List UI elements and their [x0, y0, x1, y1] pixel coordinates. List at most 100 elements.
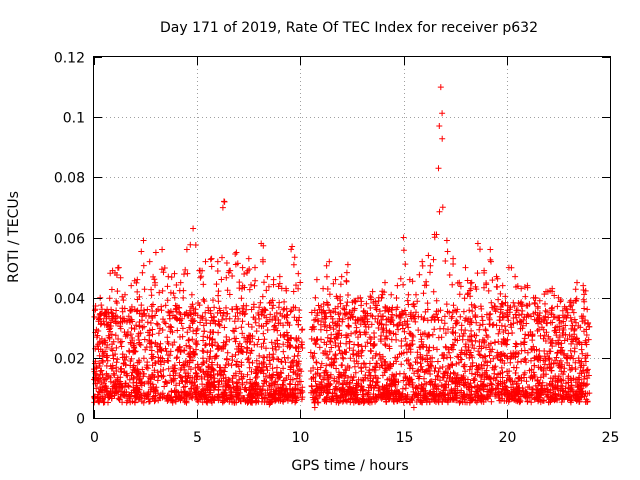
data-point — [241, 271, 248, 277]
data-point — [165, 340, 172, 347]
data-point — [313, 359, 320, 366]
data-point — [113, 344, 120, 351]
data-point — [328, 344, 335, 351]
data-point — [314, 382, 320, 389]
data-point — [187, 385, 194, 392]
data-point — [103, 370, 110, 377]
data-point — [293, 317, 300, 324]
data-point — [409, 365, 416, 372]
data-point — [343, 311, 350, 317]
data-point — [245, 255, 252, 262]
data-point — [581, 373, 588, 380]
data-point — [134, 288, 141, 295]
data-point — [448, 315, 455, 322]
data-point — [480, 381, 486, 388]
data-point — [410, 388, 417, 395]
data-point — [256, 304, 263, 311]
data-point — [218, 276, 225, 283]
data-point — [167, 323, 174, 330]
data-point — [128, 325, 135, 331]
data-point — [365, 387, 372, 394]
data-point — [335, 380, 342, 386]
data-point — [95, 388, 102, 395]
data-point — [161, 383, 168, 390]
data-point — [429, 358, 435, 365]
data-point — [436, 123, 443, 129]
data-point — [121, 368, 128, 375]
data-point — [312, 294, 319, 301]
data-point — [516, 396, 523, 403]
data-point — [378, 317, 385, 323]
data-point — [135, 369, 142, 376]
data-point — [196, 302, 203, 309]
data-point — [417, 360, 424, 367]
data-point — [223, 260, 230, 266]
data-point — [113, 364, 120, 371]
data-point — [95, 377, 102, 384]
data-point — [349, 377, 356, 384]
data-point — [151, 374, 158, 381]
data-point — [363, 300, 370, 307]
data-point — [472, 371, 479, 378]
data-point — [444, 308, 451, 315]
data-point — [215, 292, 222, 299]
data-point — [201, 298, 208, 305]
data-point — [534, 377, 541, 383]
data-point — [234, 379, 241, 386]
data-point — [198, 273, 205, 280]
data-point — [495, 296, 502, 303]
data-point — [99, 371, 106, 378]
data-point — [374, 302, 380, 309]
data-point — [431, 392, 437, 399]
data-point — [91, 368, 98, 375]
data-point — [431, 382, 438, 389]
data-point — [140, 237, 147, 244]
data-point — [250, 301, 257, 308]
data-point — [427, 378, 434, 385]
data-point — [427, 371, 434, 377]
data-point — [224, 356, 230, 363]
data-point — [412, 318, 419, 325]
data-point — [540, 335, 547, 342]
data-point — [184, 359, 191, 366]
data-point — [138, 393, 145, 400]
data-point — [161, 319, 168, 326]
data-point — [374, 379, 381, 386]
data-point — [214, 361, 221, 368]
data-point — [171, 270, 178, 277]
data-point — [148, 340, 155, 347]
data-point — [236, 376, 243, 383]
data-point — [312, 341, 319, 348]
data-point — [414, 349, 421, 356]
data-point — [528, 366, 535, 373]
data-point — [229, 379, 236, 386]
data-point — [531, 362, 538, 369]
data-point — [201, 328, 208, 335]
data-point — [386, 329, 393, 336]
data-point — [504, 355, 511, 362]
data-point — [198, 375, 205, 382]
data-point — [207, 310, 214, 317]
data-point — [369, 288, 376, 295]
data-point — [554, 314, 561, 321]
data-point — [270, 302, 277, 309]
data-point — [457, 313, 464, 320]
data-point — [144, 319, 151, 326]
data-point — [542, 300, 548, 307]
data-point — [496, 326, 503, 333]
data-point — [257, 368, 264, 375]
data-point — [116, 396, 123, 403]
data-point — [266, 357, 273, 364]
data-point — [388, 377, 395, 384]
data-point — [317, 387, 323, 394]
data-point — [490, 355, 497, 362]
data-point — [504, 302, 511, 309]
data-point — [356, 329, 363, 336]
data-point — [467, 380, 474, 387]
data-point — [583, 399, 590, 405]
data-point — [97, 368, 104, 375]
data-point — [183, 392, 190, 399]
data-point — [290, 369, 297, 376]
data-point — [514, 307, 521, 314]
data-point — [559, 330, 566, 336]
